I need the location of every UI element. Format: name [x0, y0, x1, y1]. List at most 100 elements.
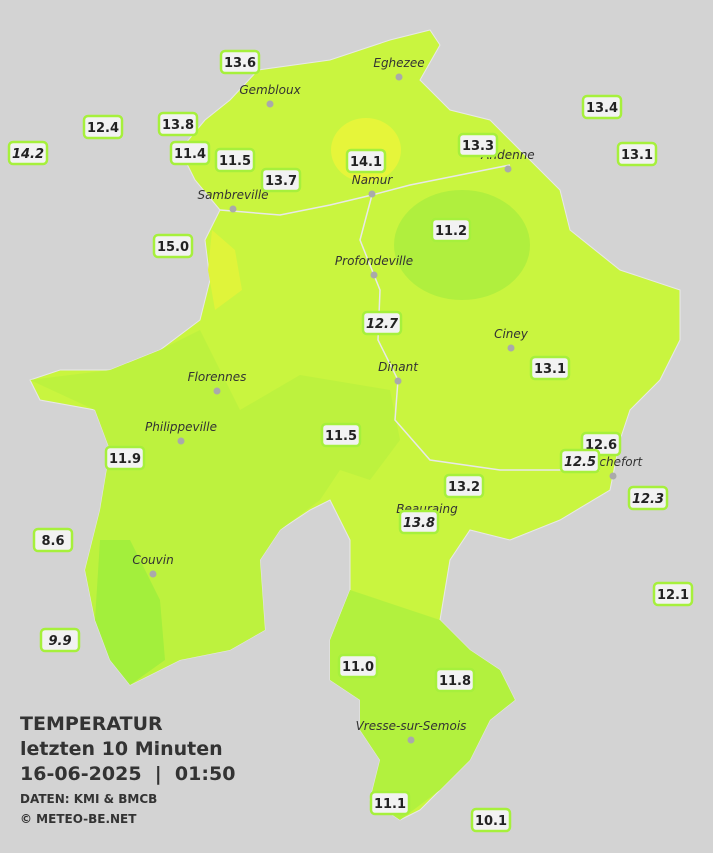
city-dot — [609, 472, 617, 480]
station-box — [157, 111, 199, 137]
station: 12.5 — [559, 448, 601, 474]
station-box — [345, 148, 387, 174]
station-box — [152, 233, 194, 259]
city-label: Ciney — [494, 327, 529, 341]
station-value: 11.5 — [325, 429, 357, 444]
station-value: 14.1 — [350, 155, 382, 170]
city-dot — [394, 377, 402, 385]
station-value: 11.8 — [439, 674, 471, 689]
station: 13.2 — [443, 473, 485, 499]
station-value: 13.2 — [448, 480, 480, 495]
station: 11.2 — [430, 217, 472, 243]
station-box — [457, 132, 499, 158]
station-value: 13.7 — [265, 174, 297, 189]
station-box — [39, 627, 81, 653]
city-dot — [395, 73, 403, 81]
station: 11.9 — [104, 445, 146, 471]
station-value: 13.1 — [621, 148, 653, 163]
city-dot — [370, 271, 378, 279]
station-value: 11.0 — [342, 660, 374, 675]
station: 11.5 — [214, 147, 256, 173]
station-value: 11.2 — [435, 224, 467, 239]
station: 13.3 — [457, 132, 499, 158]
station-box — [529, 355, 571, 381]
station-box — [214, 147, 256, 173]
station: 12.1 — [652, 581, 694, 607]
station-value: 13.1 — [534, 362, 566, 377]
station-box — [7, 140, 49, 166]
city-label: Vresse-sur-Semois — [356, 719, 467, 733]
station-value: 11.1 — [374, 797, 406, 812]
city-dot — [266, 100, 274, 108]
station: 13.6 — [219, 49, 261, 75]
city-dot — [213, 387, 221, 395]
station-value: 12.5 — [564, 455, 596, 470]
station: 11.8 — [434, 667, 476, 693]
city-label: Philippeville — [145, 420, 217, 434]
cool-zone — [330, 590, 515, 820]
city-dot — [368, 190, 376, 198]
station-box — [320, 422, 362, 448]
station: 8.6 — [32, 527, 74, 553]
station-value: 11.9 — [109, 452, 141, 467]
station-value: 13.8 — [162, 118, 194, 133]
city-dot — [507, 344, 515, 352]
city-dot — [149, 570, 157, 578]
station-box — [361, 310, 403, 336]
station-box — [430, 217, 472, 243]
station-box — [443, 473, 485, 499]
station-box — [32, 527, 74, 553]
station-value: 13.6 — [224, 56, 256, 71]
station: 9.9 — [39, 627, 81, 653]
cool-zone — [394, 190, 530, 300]
station: 11.4 — [169, 140, 211, 166]
station-box — [369, 790, 411, 816]
station-value: 12.7 — [366, 317, 399, 332]
station: 12.4 — [82, 114, 124, 140]
city-label: Dinant — [378, 360, 419, 374]
station-box — [652, 581, 694, 607]
station: 11.0 — [337, 653, 379, 679]
station: 12.7 — [361, 310, 403, 336]
source: DATEN: KMI & BMCB — [20, 792, 157, 806]
station-box — [559, 448, 601, 474]
station-box — [616, 141, 658, 167]
city-label: Florennes — [188, 370, 247, 384]
city-label: Profondeville — [335, 254, 413, 268]
station-value: 13.4 — [586, 101, 618, 116]
station: 13.4 — [581, 94, 623, 120]
station-box — [470, 807, 512, 833]
city-label: Couvin — [132, 553, 173, 567]
station: 14.1 — [345, 148, 387, 174]
station-value: 14.2 — [12, 147, 44, 162]
city-label: Namur — [352, 173, 394, 187]
title-block: TEMPERATUR letzten 10 Minuten 16-06-2025… — [20, 713, 235, 826]
datetime: 16-06-2025 | 01:50 — [20, 763, 235, 785]
city-dot — [177, 437, 185, 445]
station: 12.3 — [627, 485, 669, 511]
station-box — [434, 667, 476, 693]
station: 13.1 — [529, 355, 571, 381]
city-label: Gembloux — [239, 83, 301, 97]
station-value: 13.8 — [403, 516, 435, 531]
station-value: 10.1 — [475, 814, 507, 829]
station: 15.0 — [152, 233, 194, 259]
station-value: 11.4 — [174, 147, 206, 162]
station-value: 8.6 — [41, 534, 64, 549]
station: 14.2 — [7, 140, 49, 166]
city-label: Eghezee — [373, 56, 424, 70]
cool-zone — [95, 540, 165, 685]
station: 13.8 — [398, 509, 440, 535]
station-value: 12.4 — [87, 121, 119, 136]
station-box — [169, 140, 211, 166]
title: TEMPERATUR — [20, 713, 163, 735]
city-dot — [504, 165, 512, 173]
warm-zone — [208, 230, 242, 310]
station-box — [219, 49, 261, 75]
station-box — [104, 445, 146, 471]
station: 13.7 — [260, 167, 302, 193]
city-dot — [407, 736, 415, 744]
station: 10.1 — [470, 807, 512, 833]
station-box — [260, 167, 302, 193]
